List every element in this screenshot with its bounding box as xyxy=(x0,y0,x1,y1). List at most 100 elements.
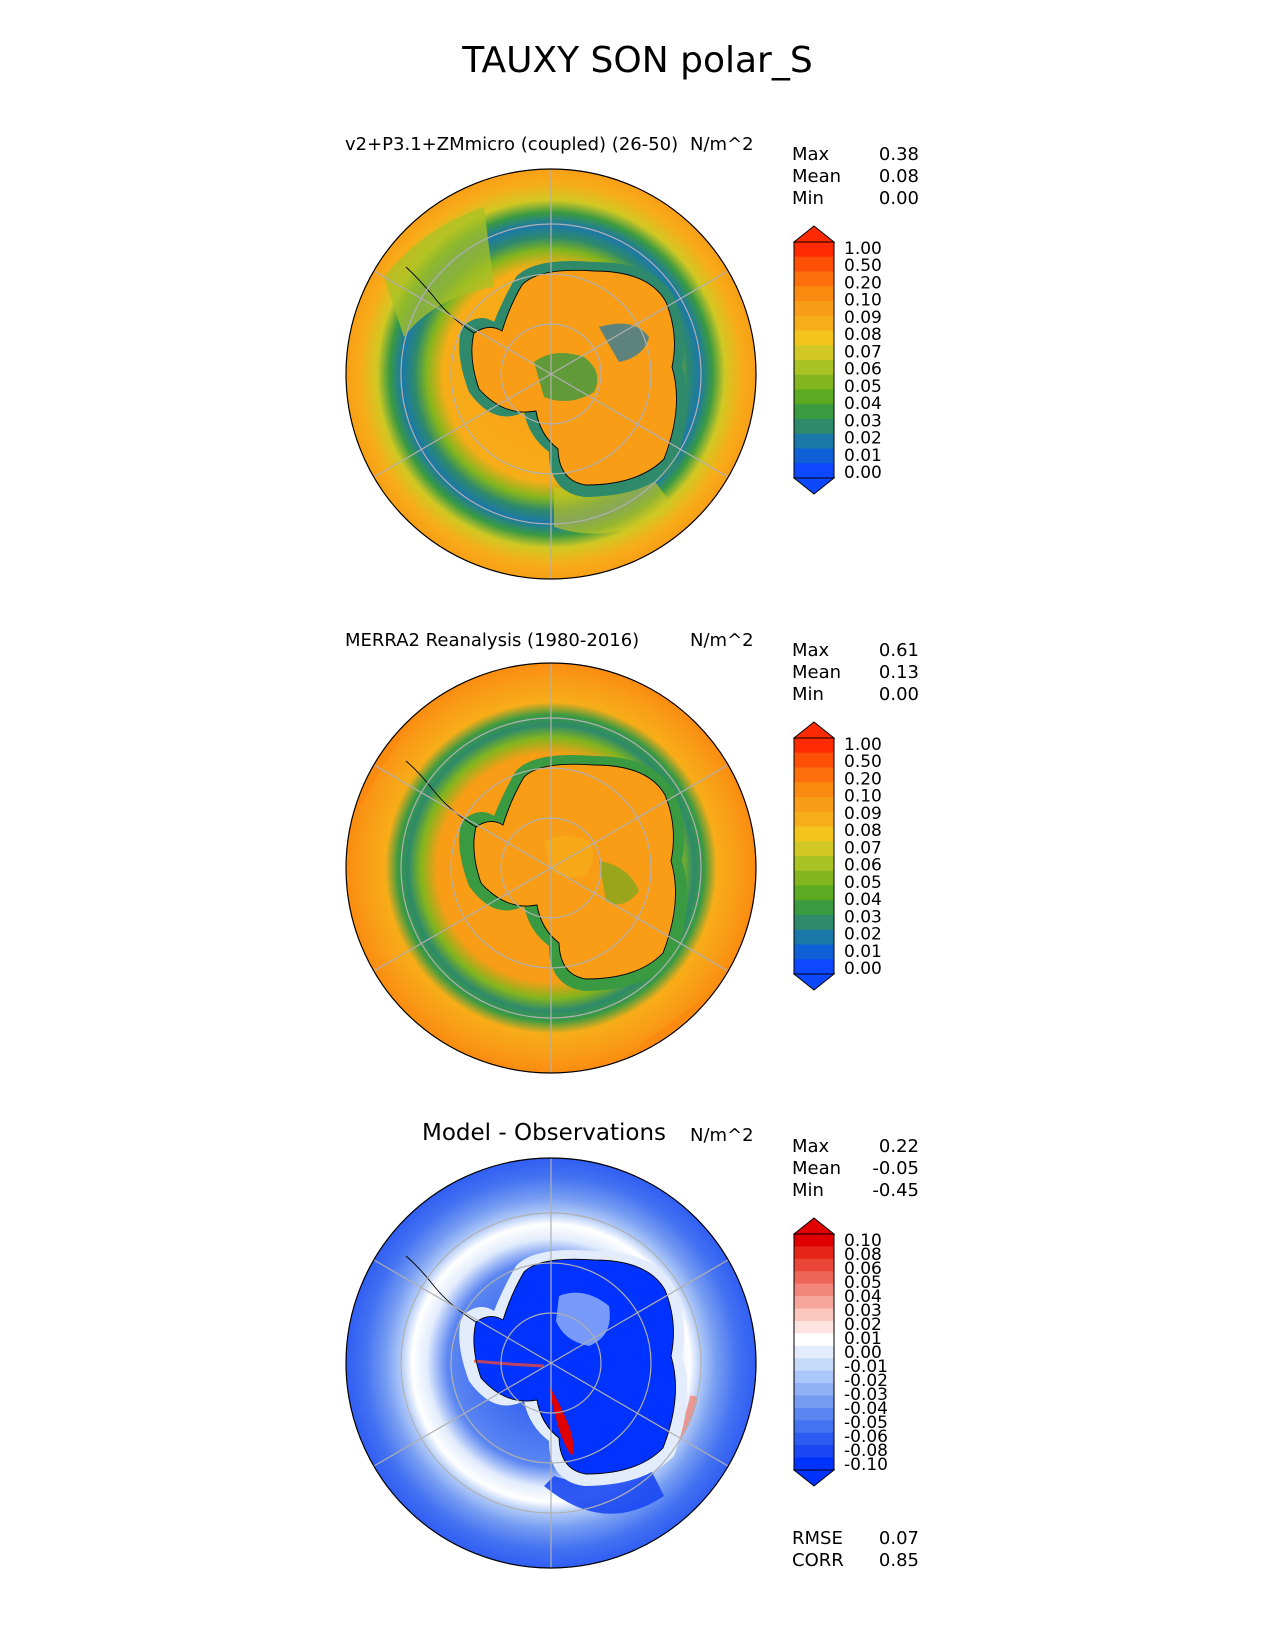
colorbar-swatch xyxy=(794,1308,834,1322)
panel-3-stat-mean-label: Mean xyxy=(792,1158,842,1179)
colorbar-tick-label: 0.04 xyxy=(844,394,882,414)
panel-2-title: MERRA2 Reanalysis (1980-2016) xyxy=(345,630,640,651)
colorbar-swatch xyxy=(794,782,834,798)
colorbar-swatch xyxy=(794,900,834,916)
map-boundary xyxy=(345,1157,757,1569)
colorbar-tick-label: 0.03 xyxy=(844,907,882,927)
panel-1-title: v2+P3.1+ZMmicro (coupled) (26-50) xyxy=(345,134,679,155)
panel-1-colorbar: 1.000.500.200.100.090.080.070.060.050.04… xyxy=(792,225,882,495)
colorbar-tick-label: 0.06 xyxy=(844,360,882,380)
colorbar-swatch xyxy=(794,1370,834,1384)
colorbar-tick-label: 0.05 xyxy=(844,1273,882,1293)
panel-3-stat-max-value: 0.22 xyxy=(878,1136,919,1157)
colorbar-swatch xyxy=(794,1246,834,1260)
panel-1-stat-mean-value: 0.08 xyxy=(878,166,919,187)
panel-3-corr-label: CORR xyxy=(792,1550,844,1571)
colorbar-tick-label: 0.07 xyxy=(844,342,882,362)
colorbar-tick-label: 0.07 xyxy=(844,838,882,858)
colorbar-swatch xyxy=(794,811,834,828)
interior-positive-patch xyxy=(549,1386,574,1456)
graticule xyxy=(373,663,729,1073)
colorbar-tick-label: 0.00 xyxy=(844,1343,882,1363)
panel-3-title: Model - Observations xyxy=(422,1120,667,1146)
colorbar-tick-label: 0.02 xyxy=(844,1315,882,1335)
panel-1-stat-max-value: 0.38 xyxy=(878,144,919,165)
colorbar-tick-label: 0.00 xyxy=(844,959,882,979)
colorbar-tick-label: 0.10 xyxy=(844,1231,882,1251)
panel-2-stat-min-value: 0.00 xyxy=(878,684,919,705)
colorbar-swatch xyxy=(794,885,834,901)
interior-weak-negative xyxy=(556,1292,610,1346)
colorbar-swatch xyxy=(794,1383,834,1397)
colorbar-tick-label: -0.03 xyxy=(844,1385,888,1405)
interior-low-stress xyxy=(599,861,639,905)
figure-title: TAUXY SON polar_S xyxy=(462,40,813,81)
colorbar-swatch xyxy=(794,433,834,450)
panel-1-stat-max-label: Max xyxy=(792,144,830,165)
map-boundary xyxy=(345,662,757,1074)
colorbar-extend-min xyxy=(792,973,836,991)
colorbar-swatch xyxy=(794,944,834,960)
colorbar-tick-label: 0.03 xyxy=(844,1301,882,1321)
panel-3-units: N/m^2 xyxy=(690,1125,754,1146)
colorbar-tick-label: 0.06 xyxy=(844,856,882,876)
colorbar-tick-label: 0.05 xyxy=(844,873,882,893)
colorbar-frame xyxy=(793,1233,835,1471)
colorbar-swatch xyxy=(794,959,834,975)
colorbar-tick-label: -0.10 xyxy=(844,1455,888,1475)
colorbar-swatch xyxy=(794,301,834,317)
panel-2-colorbar: 1.000.500.200.100.090.080.070.060.050.04… xyxy=(792,721,882,991)
colorbar-swatch xyxy=(794,915,834,931)
colorbar-tick-label: 0.50 xyxy=(844,752,882,772)
colorbar-swatch xyxy=(794,389,834,405)
panel-3-polar-map xyxy=(345,1157,757,1569)
panel-3-rmse-label: RMSE xyxy=(792,1528,843,1549)
panel-2-stat-mean-label: Mean xyxy=(792,662,842,683)
colorbar-tick-label: 0.02 xyxy=(844,429,882,449)
colorbar-swatch xyxy=(794,1296,834,1310)
panel-1-units: N/m^2 xyxy=(690,134,754,155)
colorbar-swatch xyxy=(794,1395,834,1409)
colorbar-tick-label: 1.00 xyxy=(844,735,882,755)
colorbar-extend-max xyxy=(792,1217,836,1235)
colorbar-swatch xyxy=(794,752,834,769)
panel-2-stat-max-value: 0.61 xyxy=(878,640,919,661)
colorbar-swatch xyxy=(794,330,834,346)
colorbar-extend-min xyxy=(792,1469,836,1487)
panel-1-stat-min-value: 0.00 xyxy=(878,188,919,209)
colorbar-tick-label: 0.04 xyxy=(844,890,882,910)
panel-3-colorbar: 0.100.080.060.050.040.030.020.010.00-0.0… xyxy=(792,1217,888,1487)
panel-3-rmse-value: 0.07 xyxy=(878,1528,919,1549)
colorbar-swatch xyxy=(794,360,834,376)
interior-positive-streak xyxy=(473,1359,545,1368)
colorbar-swatch xyxy=(794,404,834,420)
peninsula-coastline xyxy=(405,266,475,334)
colorbar-swatch xyxy=(794,1432,834,1446)
colorbar-tick-label: 0.05 xyxy=(844,377,882,397)
colorbar-tick-label: 0.02 xyxy=(844,925,882,945)
antarctica-interior xyxy=(473,1259,676,1474)
peninsula-coastline xyxy=(405,760,477,828)
colorbar-swatch xyxy=(794,242,834,258)
colorbar-swatch xyxy=(794,797,834,813)
panel-1-stat-mean-label: Mean xyxy=(792,166,842,187)
antarctica-coastline xyxy=(471,269,677,486)
colorbar-swatch xyxy=(794,1258,834,1272)
interior-low-stress xyxy=(534,353,598,401)
map-boundary xyxy=(345,168,757,580)
panel-2-stat-max-label: Max xyxy=(792,640,830,661)
colorbar-swatch xyxy=(794,1407,834,1421)
panel-2-stat-min-label: Min xyxy=(792,684,824,705)
colorbar-tick-label: 0.08 xyxy=(844,821,882,841)
interior-moderate-stress xyxy=(544,836,593,878)
colorbar-swatch xyxy=(794,1283,834,1297)
colorbar-swatch xyxy=(794,738,834,754)
colorbar-swatch xyxy=(794,374,834,391)
colorbar-tick-label: 0.01 xyxy=(844,942,882,962)
colorbar-swatch xyxy=(794,448,834,464)
colorbar-swatch xyxy=(794,1333,834,1347)
colorbar-swatch xyxy=(794,767,834,783)
ocean-anomaly-patch xyxy=(384,207,494,337)
panel-3-stat-mean-value: -0.05 xyxy=(872,1158,919,1179)
colorbar-tick-label: 0.08 xyxy=(844,325,882,345)
